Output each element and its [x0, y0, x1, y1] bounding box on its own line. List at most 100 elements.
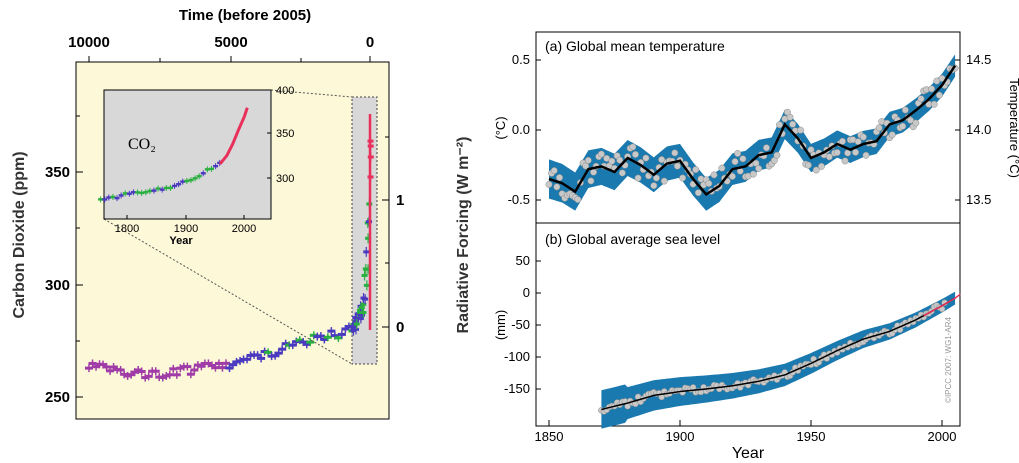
data-point: [120, 372, 129, 376]
data-point: [330, 334, 339, 338]
annual-temperature-point: [763, 144, 770, 152]
left-axis-ticks: 350 300 250: [45, 115, 83, 406]
data-point: [271, 354, 280, 358]
inset-point: [196, 175, 202, 178]
y2-tick-label: 14.5: [966, 52, 991, 67]
annual-temperature-point: [797, 126, 804, 134]
annual-temperature-point: [875, 124, 883, 132]
y2-tick-label: 14.0: [966, 122, 991, 137]
annual-temperature-point: [632, 150, 639, 158]
annual-temperature-point: [582, 162, 590, 170]
inset-y-tick: 400: [276, 85, 294, 97]
annual-temperature-point: [859, 133, 867, 141]
zoom-point: [360, 311, 367, 315]
inset-point: [122, 192, 128, 195]
sea-level-data-marks: [598, 291, 961, 429]
annual-temperature-point: [804, 161, 812, 169]
inset-label: CO₂: [128, 136, 156, 153]
right-tick-label: 0: [396, 319, 404, 336]
annual-temperature-point: [590, 168, 597, 176]
annual-temperature-point: [652, 174, 660, 182]
y-tick-label: -100: [504, 349, 530, 364]
data-point: [229, 363, 238, 367]
inset-connector-top: [270, 89, 353, 98]
annual-temperature-point: [597, 150, 605, 158]
inset-point: [167, 186, 173, 190]
inset-point: [114, 196, 120, 200]
data-point: [102, 365, 111, 369]
data-point: [186, 372, 195, 376]
temperature-smoothed-line: [548, 64, 957, 197]
data-point: [204, 361, 213, 365]
data-point: [183, 365, 192, 369]
annual-temperature-point: [616, 156, 624, 164]
annual-temperature-point: [545, 181, 553, 188]
annual-temperature-point: [692, 166, 700, 174]
y-tick-label: 0: [523, 285, 530, 300]
y-tick-label: -0.5: [508, 192, 530, 207]
inset-x-tick: 1900: [174, 223, 198, 235]
annual-temperature-point: [584, 156, 592, 164]
data-point: [274, 351, 283, 355]
right-axis-title: Radiative Forcing (W m⁻²): [455, 137, 472, 334]
annual-temperature-point: [786, 113, 794, 121]
inset-y-tick: 300: [276, 173, 294, 185]
inset-x-tick: 1800: [115, 223, 139, 235]
zoom-point: [358, 305, 365, 309]
data-point: [109, 365, 118, 369]
annual-temperature-point: [587, 177, 595, 185]
y-tick-label: -150: [504, 381, 530, 396]
data-point: [211, 366, 220, 370]
inset-point: [110, 195, 116, 199]
data-point: [225, 366, 234, 370]
sea-level-y-ticks: 50 0 -50 -100 -150: [504, 253, 541, 396]
annual-temperature-point: [862, 151, 870, 159]
data-point: [278, 347, 287, 351]
annual-temperature-point: [930, 100, 938, 108]
annual-temperature-point: [634, 174, 642, 182]
annual-temperature-point: [901, 106, 909, 114]
data-point: [137, 370, 146, 374]
data-point: [172, 373, 181, 377]
annual-temperature-point: [679, 174, 687, 182]
data-point: [127, 373, 136, 377]
left-chart: Time (before 2005) 10000 5000 0 Carbon D…: [11, 7, 472, 420]
data-point: [221, 361, 230, 365]
annual-temperature-point: [618, 169, 626, 177]
inset-point: [188, 178, 194, 182]
zoom-point: [365, 267, 372, 271]
annual-temperature-point: [673, 162, 681, 170]
annual-temperature-point: [749, 170, 757, 178]
annual-temperature-point: [935, 91, 943, 99]
annual-temperature-point: [608, 157, 616, 165]
annual-temperature-point: [912, 119, 920, 127]
zoom-point: [352, 327, 359, 331]
data-point: [88, 361, 97, 365]
inset-point: [163, 186, 169, 190]
annual-temperature-point: [755, 165, 763, 172]
inset-point: [155, 187, 161, 190]
annual-temperature-point: [629, 143, 637, 151]
data-point: [106, 369, 115, 373]
data-point: [288, 343, 297, 347]
zoom-point: [363, 283, 370, 287]
inset-point: [130, 191, 136, 194]
data-point: [197, 364, 206, 368]
inset-x-tick: 2000: [232, 223, 256, 235]
temperature-title: (a) Global mean temperature: [545, 38, 725, 54]
right-tick-label: 1: [396, 192, 404, 209]
data-point: [306, 340, 315, 344]
data-point: [264, 350, 273, 354]
right-chart: (a) Global mean temperature (°C) 0.5 0.0…: [493, 31, 1019, 462]
annual-temperature-point: [705, 180, 713, 187]
sea-level-smoothed-line: [601, 297, 956, 411]
inset-point: [118, 194, 124, 197]
annual-temperature-point: [776, 121, 784, 129]
zoom-point: [350, 326, 357, 330]
left-tick-label: 300: [45, 277, 70, 294]
data-point: [207, 364, 216, 368]
data-point: [316, 334, 325, 338]
ipcc-credit: ©IPCC 2007: WG1-AR4: [944, 316, 953, 402]
zoom-point: [361, 273, 368, 277]
annual-temperature-point: [553, 183, 561, 191]
